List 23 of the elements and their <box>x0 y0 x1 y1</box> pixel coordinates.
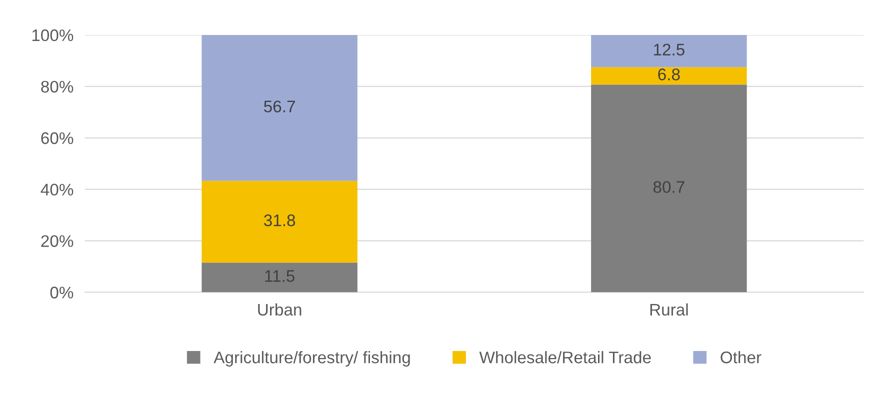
data-label: 80.7 <box>653 181 684 193</box>
x-tick-label: Urban <box>258 303 302 316</box>
bar <box>591 67 747 85</box>
y-tick-label: 60% <box>41 132 74 144</box>
legend-label: Agriculture/forestry/ fishing <box>214 351 410 367</box>
legend-label: Other <box>720 351 762 364</box>
y-tick-label: 80% <box>41 80 74 93</box>
bar <box>591 84 747 292</box>
data-label: 56.7 <box>264 100 295 112</box>
data-label: 6.8 <box>658 68 680 80</box>
x-tick-label: Rural <box>650 303 688 316</box>
data-label: 12.5 <box>654 44 684 56</box>
legend-label: Wholesale/Retail Trade <box>479 351 651 364</box>
y-tick-label: 20% <box>41 235 74 247</box>
y-tick-label: 0% <box>50 286 74 298</box>
data-label: 11.5 <box>265 270 294 282</box>
y-tick-label: 40% <box>40 184 74 196</box>
bar <box>202 34 358 181</box>
bar <box>202 262 358 292</box>
bar <box>202 180 358 263</box>
y-tick-label: 100% <box>32 29 74 42</box>
bar <box>591 34 747 68</box>
data-label: 31.8 <box>264 214 296 226</box>
